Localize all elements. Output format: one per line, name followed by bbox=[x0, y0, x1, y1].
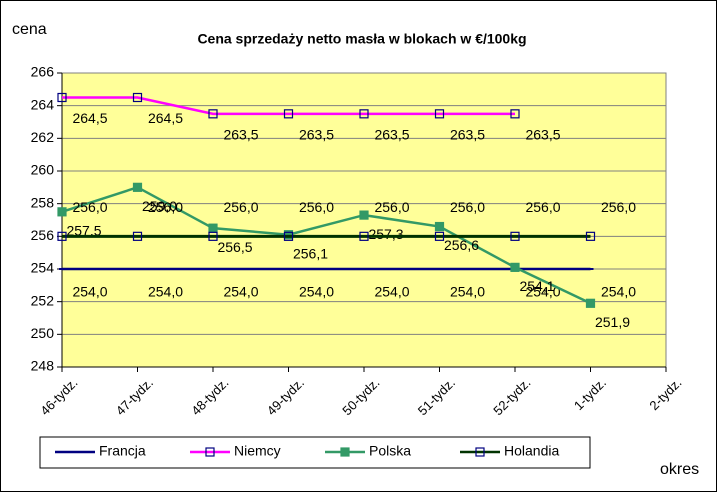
data-label: 263,5 bbox=[374, 127, 409, 143]
point-marker bbox=[57, 92, 67, 103]
data-label: 256,0 bbox=[148, 199, 183, 215]
point-marker bbox=[359, 210, 369, 220]
data-label: 257,5 bbox=[66, 223, 101, 239]
point-marker bbox=[434, 221, 445, 232]
data-label: 254,0 bbox=[148, 284, 183, 300]
legend-label: Niemcy bbox=[234, 443, 281, 459]
point-marker bbox=[208, 231, 218, 241]
y-tick-label: 252 bbox=[31, 292, 55, 308]
point-marker bbox=[585, 298, 596, 308]
point-marker bbox=[208, 109, 218, 119]
data-label: 254,0 bbox=[374, 284, 409, 300]
y-tick-label: 266 bbox=[31, 64, 55, 80]
data-label: 264,5 bbox=[148, 110, 183, 126]
data-label: 263,5 bbox=[299, 127, 334, 143]
data-label: 256,5 bbox=[217, 239, 252, 255]
data-label: 256,0 bbox=[223, 199, 258, 215]
data-label: 263,5 bbox=[450, 127, 485, 143]
data-label: 256,0 bbox=[601, 199, 636, 215]
point-marker bbox=[585, 231, 596, 241]
point-marker bbox=[208, 223, 218, 233]
point-marker bbox=[510, 109, 520, 119]
point-marker bbox=[283, 109, 294, 119]
point-marker bbox=[359, 231, 369, 241]
data-label: 256,0 bbox=[299, 199, 334, 215]
y-tick-label: 250 bbox=[31, 325, 55, 341]
point-marker bbox=[132, 231, 143, 241]
data-label: 263,5 bbox=[223, 127, 258, 143]
point-marker bbox=[434, 109, 445, 119]
y-tick-label: 264 bbox=[31, 96, 55, 112]
data-label: 259,0 bbox=[142, 198, 177, 214]
point-marker bbox=[57, 231, 67, 241]
data-label: 256,6 bbox=[444, 237, 479, 253]
data-label: 257,3 bbox=[368, 226, 403, 242]
data-label: 256,0 bbox=[374, 199, 409, 215]
data-label: 256,0 bbox=[525, 199, 560, 215]
legend-label: Holandia bbox=[504, 443, 559, 459]
legend-label: Polska bbox=[369, 443, 411, 459]
point-marker bbox=[359, 109, 369, 119]
data-label: 254,0 bbox=[450, 284, 485, 300]
y-tick-label: 260 bbox=[31, 162, 55, 178]
series-line bbox=[61, 185, 592, 305]
y-tick-label: 256 bbox=[31, 227, 55, 243]
series-line bbox=[62, 96, 515, 116]
point-marker bbox=[283, 231, 294, 241]
y-tick-label: 262 bbox=[31, 129, 55, 145]
data-label: 251,9 bbox=[595, 314, 630, 330]
data-label: 254,0 bbox=[72, 284, 107, 300]
y-axis-label: cena bbox=[12, 21, 47, 38]
point-marker bbox=[434, 231, 445, 241]
data-label: 254,0 bbox=[525, 284, 560, 300]
point-marker bbox=[132, 92, 143, 103]
point-marker bbox=[57, 207, 67, 217]
data-label: 256,0 bbox=[72, 199, 107, 215]
point-marker bbox=[510, 231, 520, 241]
x-axis-label: okres bbox=[660, 461, 699, 478]
data-label: 263,5 bbox=[525, 127, 560, 143]
y-tick-label: 254 bbox=[31, 260, 55, 276]
legend-label: Francja bbox=[99, 443, 146, 459]
data-label: 254,0 bbox=[601, 284, 636, 300]
legend-marker bbox=[475, 447, 485, 457]
point-marker bbox=[132, 182, 143, 192]
point-marker bbox=[510, 262, 520, 272]
data-label: 254,0 bbox=[223, 284, 258, 300]
data-label: 254,0 bbox=[299, 284, 334, 300]
data-label: 256,0 bbox=[450, 199, 485, 215]
data-label: 256,1 bbox=[293, 245, 328, 261]
data-label: 254,1 bbox=[519, 278, 554, 294]
data-label: 264,5 bbox=[72, 110, 107, 126]
y-tick-label: 258 bbox=[31, 194, 55, 210]
y-tick-label: 248 bbox=[31, 358, 55, 374]
chart-title: Cena sprzedaży netto masła w blokach w €… bbox=[197, 31, 526, 47]
legend-marker bbox=[205, 447, 215, 457]
legend-marker bbox=[340, 447, 350, 457]
